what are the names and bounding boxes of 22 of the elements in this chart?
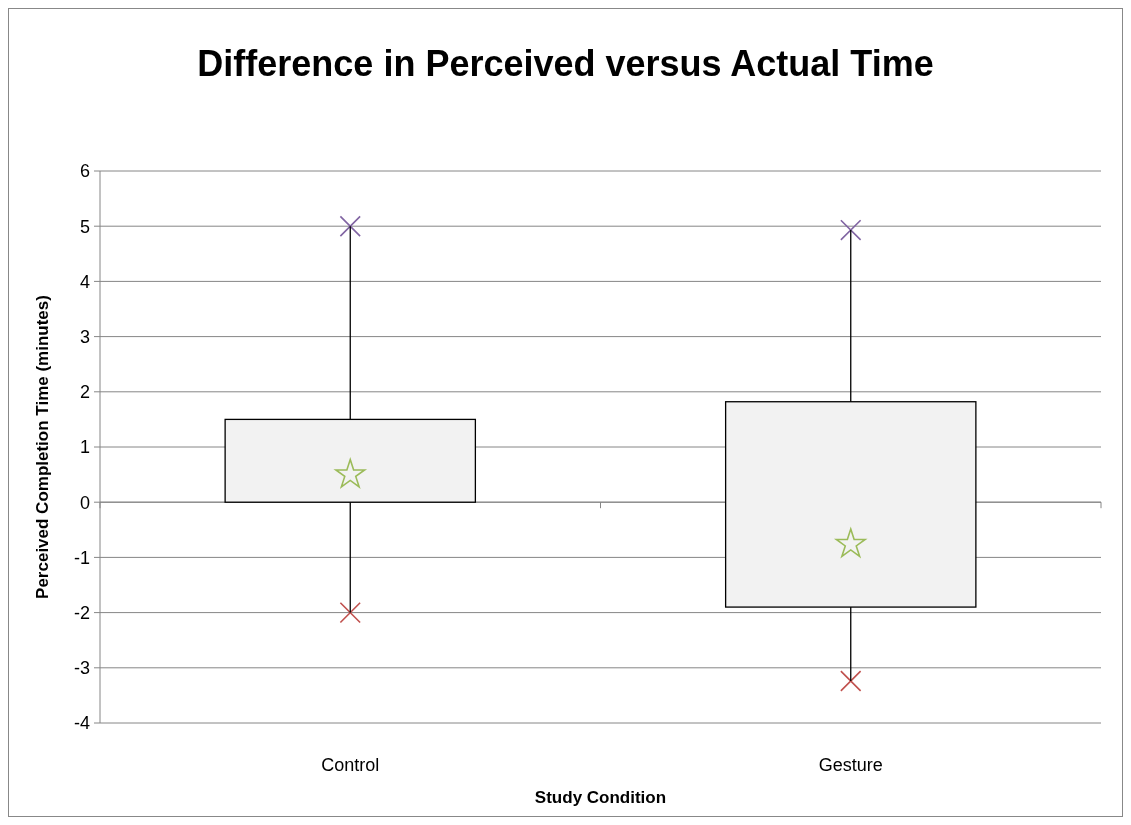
- y-tick-label: -1: [73, 547, 90, 568]
- x-tick-label: Gesture: [818, 755, 883, 775]
- point: [840, 219, 862, 241]
- y-tick-label: 6: [79, 161, 90, 182]
- point: [840, 670, 862, 692]
- y-tick-label: 3: [79, 326, 90, 347]
- chart-title: Difference in Perceived versus Actual Time: [197, 43, 934, 84]
- y-axis-title: Perceived Completion Time (minutes): [33, 295, 52, 599]
- x-tick-label: Control: [321, 755, 380, 775]
- y-tick-label: 0: [79, 492, 90, 513]
- y-tick-label: 5: [79, 216, 90, 237]
- y-tick-label: -2: [73, 602, 90, 623]
- point: [835, 528, 866, 558]
- point: [339, 601, 361, 624]
- point: [335, 458, 366, 488]
- y-tick-label: 1: [79, 437, 90, 458]
- y-tick-label: 2: [79, 382, 90, 403]
- x-axis-title: Study Condition: [534, 788, 667, 807]
- y-tick-label: 4: [79, 271, 90, 292]
- y-tick-label: -4: [73, 713, 90, 734]
- y-tick-label: -3: [73, 658, 90, 679]
- point: [339, 215, 361, 237]
